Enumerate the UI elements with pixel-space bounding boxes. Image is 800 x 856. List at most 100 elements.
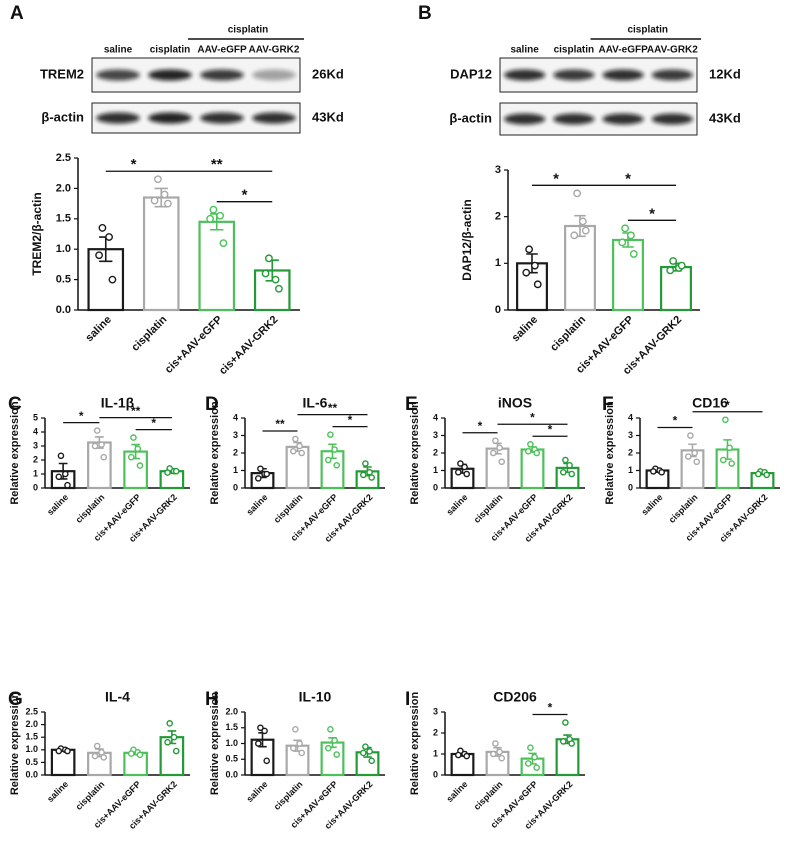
data-point: [219, 239, 228, 248]
data-point: [650, 468, 657, 475]
bar: [50, 748, 76, 777]
data-point: [685, 453, 692, 460]
y-axis-label: DAP12/β-actin: [460, 199, 474, 280]
data-point: [658, 468, 666, 476]
data-point: [366, 748, 373, 755]
data-point: [324, 744, 332, 752]
y-tick-label: 1: [495, 257, 501, 269]
data-point: [257, 465, 264, 473]
lane-label: cisplatin: [150, 45, 191, 56]
blot-band: [200, 69, 244, 81]
y-tick-label: 2.0: [225, 706, 238, 716]
data-point: [533, 764, 541, 771]
data-point: [489, 449, 497, 457]
data-point: [359, 471, 367, 479]
data-point: [362, 460, 369, 467]
panel-label: E: [405, 394, 418, 415]
group-label: cisplatin: [627, 25, 668, 36]
panel-label: G: [8, 689, 23, 710]
data-point: [562, 719, 569, 726]
data-point: [573, 189, 582, 198]
y-axis-label: Relative expression: [409, 401, 421, 505]
data-point: [55, 473, 63, 481]
data-point: [726, 444, 733, 452]
data-point: [164, 738, 171, 746]
data-point: [127, 750, 135, 757]
data-point: [359, 749, 367, 757]
panel-label: I: [405, 689, 410, 710]
y-axis-label: Relative expression: [9, 401, 21, 505]
data-point: [496, 748, 503, 756]
data-point: [55, 747, 63, 755]
data-point: [172, 467, 180, 475]
lane-label: AAV-eGFP: [197, 45, 247, 56]
data-point: [64, 747, 71, 755]
blot-band: [96, 69, 140, 81]
data-point: [621, 224, 630, 233]
data-point: [154, 175, 162, 184]
data-point: [130, 434, 137, 441]
y-tick-label: 2: [495, 211, 501, 223]
significance-label: *: [673, 414, 678, 428]
protein-label: TREM2: [40, 66, 84, 81]
data-point: [333, 461, 341, 469]
significance-label: *: [548, 422, 553, 436]
chart-title: IL-4: [105, 689, 130, 705]
protein-label: β-actin: [449, 110, 492, 125]
significance-label: *: [553, 170, 559, 187]
data-point: [93, 427, 101, 434]
data-point: [289, 744, 297, 752]
bar: [142, 196, 180, 312]
significance-label: **: [131, 404, 141, 418]
data-point: [566, 461, 573, 469]
blot-band: [200, 112, 244, 124]
data-point: [261, 727, 268, 735]
y-tick-label: 5: [33, 412, 38, 422]
data-point: [560, 468, 567, 476]
blot-band: [651, 113, 694, 125]
data-point: [160, 190, 169, 199]
y-tick-label: 2: [233, 447, 238, 457]
data-point: [289, 447, 297, 455]
data-point: [720, 456, 727, 464]
data-point: [527, 744, 534, 752]
bar: [750, 472, 775, 490]
data-point: [568, 740, 576, 747]
lane-label: AAV-GRK2: [647, 45, 698, 56]
y-tick-label: 2: [433, 727, 438, 737]
data-point: [95, 251, 103, 260]
data-point: [209, 205, 218, 214]
y-axis-label: Relative expression: [209, 401, 221, 505]
lane-label: saline: [510, 45, 539, 56]
chart-title: IL-6: [303, 395, 328, 411]
y-tick-label: 1: [433, 748, 438, 758]
blot-band: [553, 69, 595, 81]
data-point: [327, 726, 334, 733]
chart-title: IL-1β: [101, 395, 135, 411]
significance-label: *: [242, 187, 248, 204]
data-point: [368, 757, 376, 765]
significance-label: *: [548, 701, 553, 715]
data-point: [362, 743, 369, 750]
y-tick-label: 2.0: [25, 719, 38, 729]
y-axis-label: Relative expression: [409, 692, 421, 796]
data-point: [170, 733, 178, 741]
data-point: [366, 468, 373, 476]
data-point: [91, 442, 99, 450]
size-label: 43Kd: [312, 109, 344, 124]
data-point: [498, 754, 506, 762]
significance-label: *: [530, 410, 535, 424]
significance-label: **: [211, 156, 223, 173]
data-point: [150, 196, 159, 205]
bar: [612, 238, 644, 312]
data-point: [91, 752, 99, 760]
data-point: [570, 231, 579, 240]
data-point: [568, 470, 576, 478]
data-point: [669, 257, 678, 265]
data-point: [463, 752, 471, 760]
data-point: [292, 726, 299, 733]
blot-band: [602, 69, 644, 81]
y-tick-label: 2: [33, 454, 38, 464]
y-tick-label: 2.5: [56, 152, 71, 164]
